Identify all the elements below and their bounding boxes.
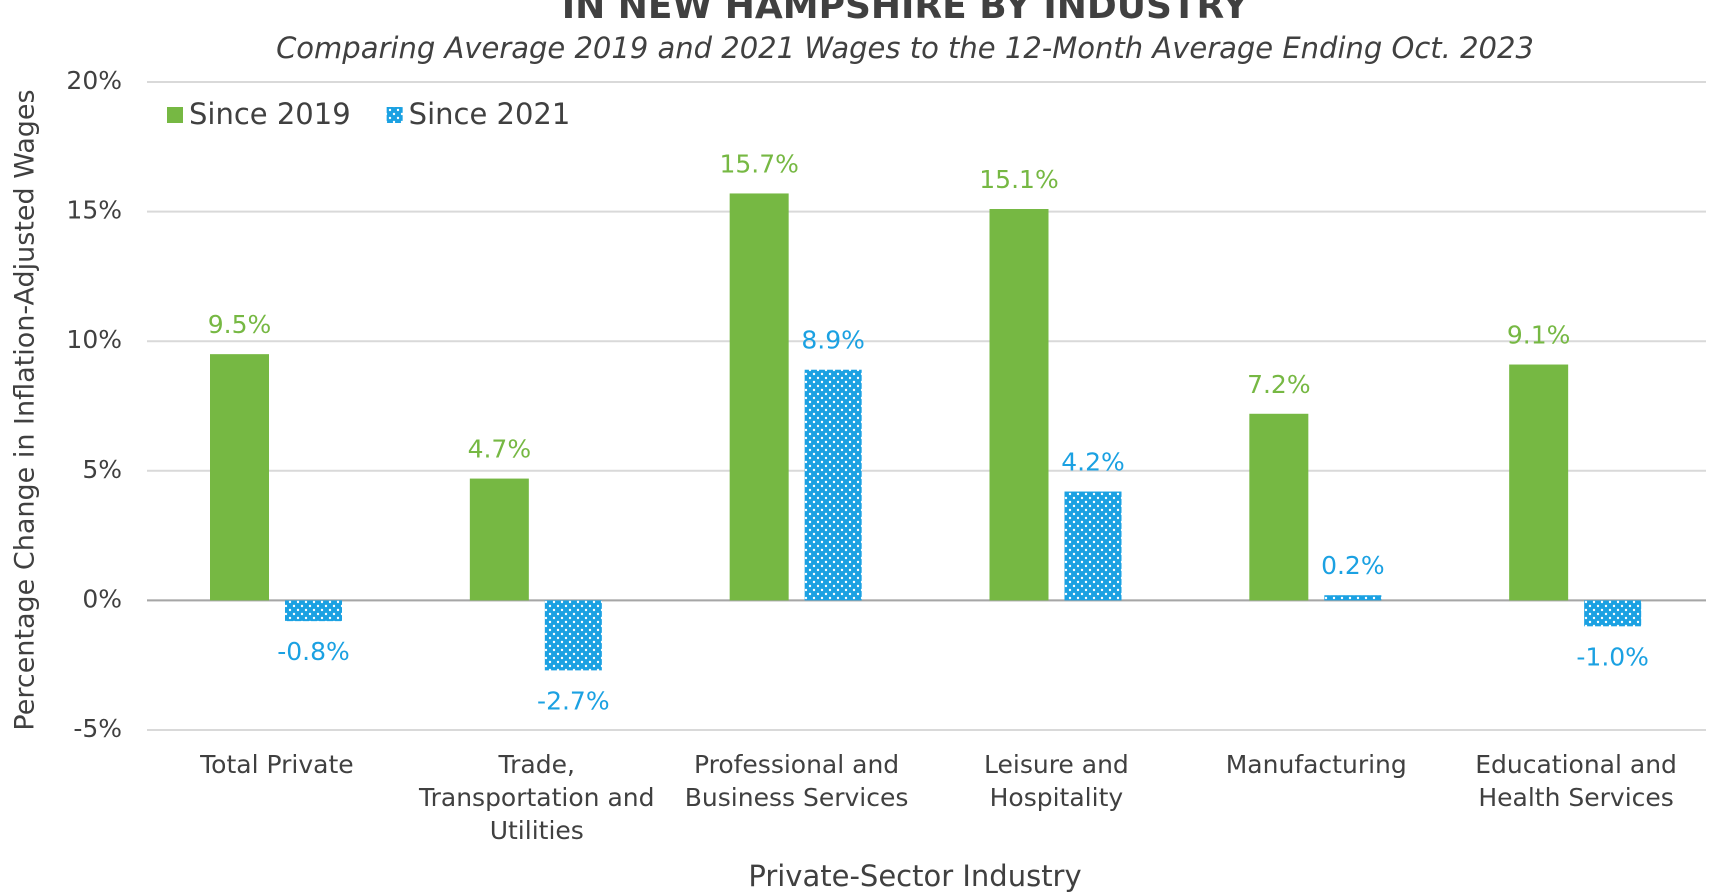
data-label: 4.2% — [1061, 448, 1125, 477]
x-axis-label: Private-Sector Industry — [748, 859, 1081, 893]
legend-label: Since 2019 — [189, 97, 351, 131]
x-tick-label: Trade, Transportation and Utilities — [419, 750, 655, 845]
data-label: 4.7% — [468, 435, 532, 464]
bar — [1509, 364, 1569, 601]
bar — [469, 478, 529, 601]
y-tick-label: 20% — [66, 66, 122, 95]
x-tick-label: Leisure and Hospitality — [984, 750, 1129, 812]
data-label: 7.2% — [1247, 370, 1311, 399]
data-label: 8.9% — [801, 326, 865, 355]
data-label: -2.7% — [537, 686, 610, 715]
data-label: -0.8% — [277, 637, 350, 666]
y-tick-label: 5% — [82, 455, 122, 484]
y-axis-label: Percentage Change in Inflation-Adjusted … — [10, 89, 41, 730]
x-tick-label: Educational and Health Services — [1475, 750, 1677, 812]
y-tick-label: 0% — [82, 584, 122, 613]
bar — [1249, 413, 1309, 601]
bar — [729, 193, 789, 601]
x-tick-label: Manufacturing — [1225, 750, 1407, 779]
legend-swatch — [386, 107, 403, 123]
data-label: 15.7% — [719, 149, 798, 178]
bar — [544, 600, 602, 671]
y-tick-label: 15% — [66, 196, 122, 225]
chart-title: IN NEW HAMPSHIRE BY INDUSTRY — [562, 0, 1249, 27]
data-label: 9.1% — [1507, 321, 1571, 350]
chart-subtitle: Comparing Average 2019 and 2021 Wages to… — [276, 31, 1534, 65]
bar — [1324, 595, 1382, 601]
data-label: 9.5% — [208, 310, 272, 339]
data-label: 0.2% — [1321, 551, 1385, 580]
x-tick-label: Total Private — [200, 750, 354, 779]
bar — [989, 209, 1049, 601]
data-label: -1.0% — [1576, 642, 1649, 671]
bar — [1584, 600, 1642, 627]
legend-swatch — [167, 107, 183, 123]
bar — [1064, 491, 1122, 601]
y-tick-label: -5% — [73, 714, 122, 743]
x-tick-label: Professional and Business Services — [684, 750, 909, 812]
bar — [804, 369, 862, 601]
bar — [210, 354, 269, 601]
bar — [285, 600, 342, 622]
legend-label: Since 2021 — [409, 97, 571, 131]
data-label: 15.1% — [979, 165, 1058, 194]
y-tick-label: 10% — [66, 325, 122, 354]
